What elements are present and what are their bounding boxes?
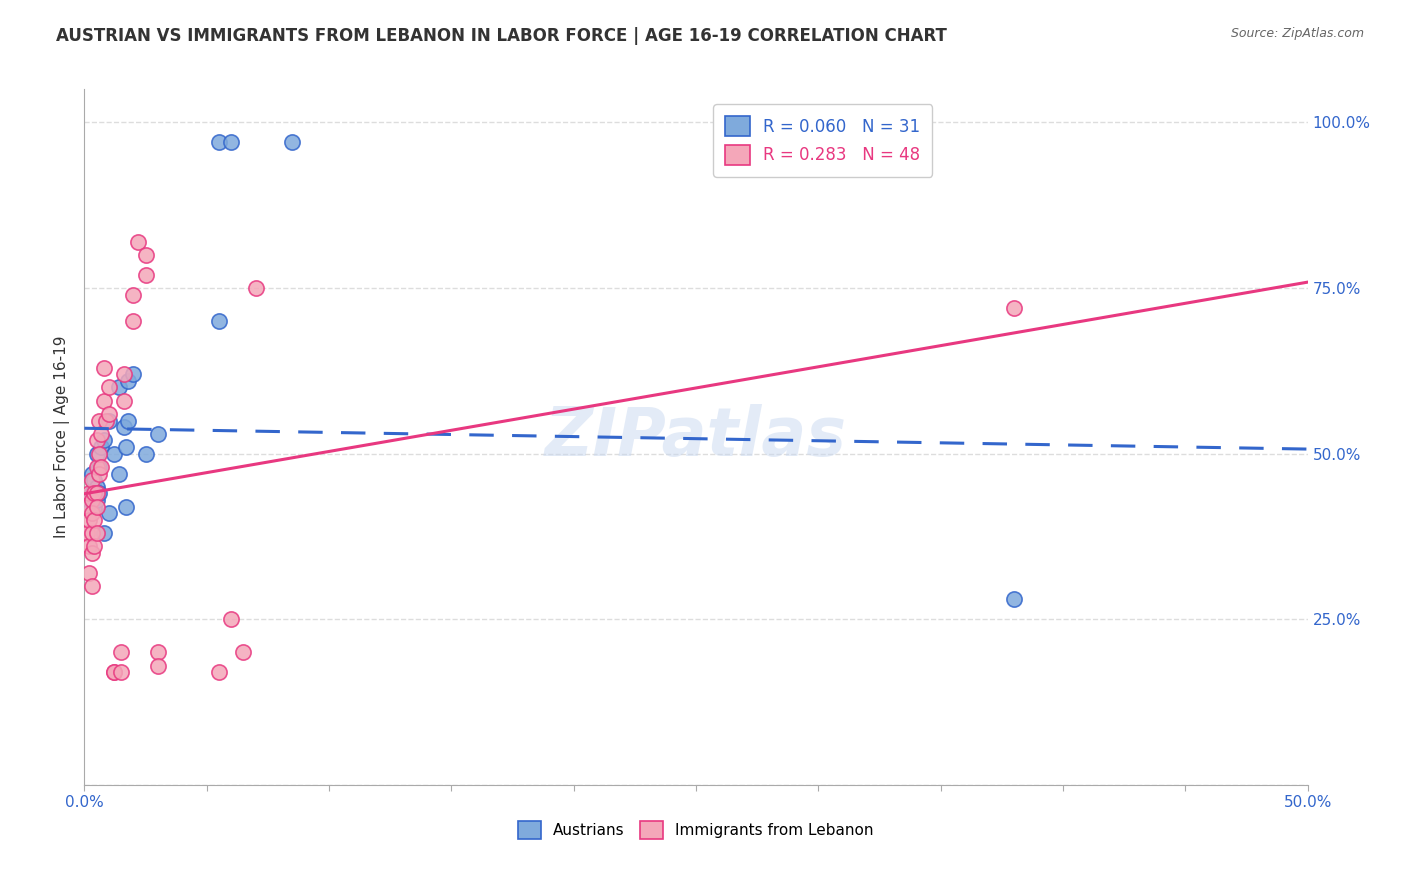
Point [86,493,108,508]
Point [83,473,105,487]
Point [107,467,129,481]
Point [83,500,105,514]
Point [86,434,108,448]
Point [83,540,105,554]
Point [219,612,242,626]
Point [146,658,169,673]
Point [86,500,108,514]
Point [77,486,100,500]
Point [1002,592,1025,607]
Point [245,281,267,295]
Point [122,287,145,301]
Point [93,360,115,375]
Point [76,500,98,514]
Text: ZIPatlas: ZIPatlas [546,404,846,470]
Point [112,420,135,434]
Point [77,513,100,527]
Point [97,407,120,421]
Point [80,486,103,500]
Point [103,665,125,680]
Point [1002,301,1025,315]
Point [87,459,110,474]
Point [112,393,135,408]
Point [219,135,242,149]
Point [77,566,100,580]
Point [80,493,103,508]
Text: AUSTRIAN VS IMMIGRANTS FROM LEBANON IN LABOR FORCE | AGE 16-19 CORRELATION CHART: AUSTRIAN VS IMMIGRANTS FROM LEBANON IN L… [56,27,948,45]
Point [93,434,115,448]
Point [80,473,103,487]
Point [87,413,110,427]
Point [135,268,157,282]
Point [135,447,157,461]
Point [76,526,98,541]
Point [90,459,112,474]
Point [127,235,149,249]
Point [135,248,157,262]
Point [86,447,108,461]
Point [208,665,231,680]
Point [86,459,108,474]
Text: Source: ZipAtlas.com: Source: ZipAtlas.com [1230,27,1364,40]
Point [110,645,132,659]
Point [90,426,112,441]
Point [97,413,120,427]
Point [117,374,139,388]
Point [86,480,108,494]
Point [107,380,129,394]
Point [208,314,231,328]
Point [83,513,105,527]
Point [86,486,108,500]
Point [80,546,103,560]
Point [146,645,169,659]
Point [115,500,138,514]
Point [232,645,254,659]
Point [77,493,100,508]
Point [87,486,110,500]
Point [80,579,103,593]
Point [110,665,132,680]
Point [103,665,125,680]
Point [96,413,118,427]
Point [90,440,112,454]
Point [122,314,145,328]
Point [93,393,115,408]
Legend: Austrians, Immigrants from Lebanon: Austrians, Immigrants from Lebanon [510,813,882,847]
Point [112,367,135,381]
Point [93,526,115,541]
Point [115,440,138,454]
Y-axis label: In Labor Force | Age 16-19: In Labor Force | Age 16-19 [55,335,70,539]
Point [97,506,120,520]
Point [86,526,108,541]
Point [103,447,125,461]
Point [87,447,110,461]
Point [80,526,103,541]
Point [146,426,169,441]
Point [80,506,103,520]
Point [208,135,231,149]
Point [83,486,105,500]
Point [122,367,145,381]
Point [281,135,304,149]
Point [117,413,139,427]
Point [97,380,120,394]
Point [80,467,103,481]
Point [87,467,110,481]
Point [77,540,100,554]
